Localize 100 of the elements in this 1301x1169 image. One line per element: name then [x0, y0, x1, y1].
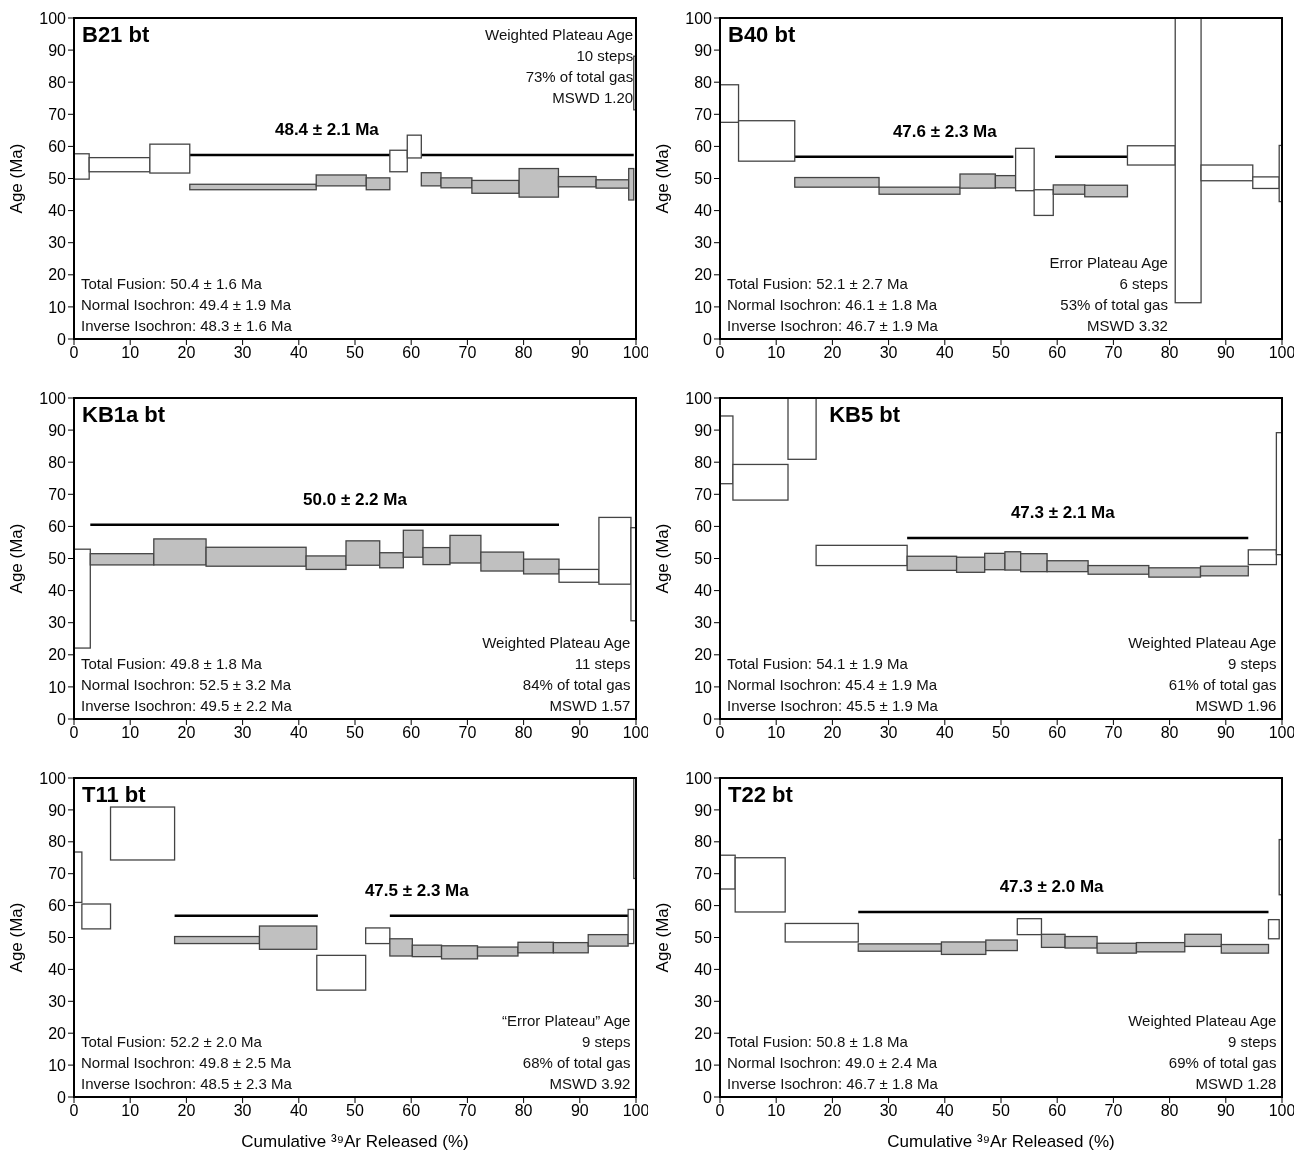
annotation: Total Fusion: 52.2 ± 2.0 Ma [81, 1032, 263, 1052]
y-tick-label: 50 [48, 550, 67, 568]
annotation: Inverse Isochron: 48.5 ± 2.3 Ma [81, 1074, 292, 1094]
x-tick-label: 40 [935, 724, 954, 742]
annotation: Inverse Isochron: 49.5 ± 2.2 Ma [81, 696, 292, 716]
annotation: Total Fusion: 50.8 ± 1.8 Ma [727, 1032, 909, 1052]
y-tick-label: 10 [48, 678, 67, 696]
annotation: MSWD 1.96 [1194, 696, 1277, 716]
y-tick-label: 80 [694, 453, 713, 471]
x-tick-label: 0 [69, 344, 79, 362]
y-tick-label: 60 [694, 518, 713, 536]
annotation: 47.3 ± 2.1 Ma [1010, 501, 1115, 524]
y-tick-label: 90 [48, 801, 67, 819]
annotation: Normal Isochron: 52.5 ± 3.2 Ma [81, 675, 292, 695]
x-tick-label: 30 [879, 724, 898, 742]
y-tick-label: 50 [694, 929, 713, 947]
y-tick-label: 20 [694, 266, 713, 284]
x-tick-label: 100 [1268, 1102, 1296, 1120]
x-tick-label: 80 [514, 724, 533, 742]
y-tick-label: 10 [694, 678, 713, 696]
y-tick-label: 70 [48, 485, 67, 503]
x-tick-label: 0 [715, 344, 725, 362]
x-tick-label: 70 [1104, 344, 1123, 362]
y-axis-title: Age (Ma) [653, 523, 673, 594]
x-tick-label: 70 [1104, 724, 1123, 742]
x-tick-label: 50 [992, 344, 1010, 362]
annotation: “Error Plateau” Age [501, 1011, 631, 1031]
y-tick-label: 60 [694, 897, 713, 915]
y-tick-label: 10 [48, 1056, 67, 1074]
x-tick-label: 50 [346, 344, 364, 362]
chart-title: KB1a bt [82, 402, 166, 428]
y-tick-label: 30 [694, 614, 713, 632]
x-tick-label: 60 [402, 344, 421, 362]
x-tick-label: 0 [69, 1102, 79, 1120]
x-tick-label: 100 [1268, 724, 1296, 742]
annotation: 61% of total gas [1167, 675, 1277, 695]
annotation: 73% of total gas [524, 67, 634, 87]
x-tick-label: 60 [402, 724, 421, 742]
annotation: 9 steps [581, 1032, 631, 1052]
y-tick-label: 70 [694, 105, 713, 123]
annotation: 47.5 ± 2.3 Ma [364, 879, 469, 902]
y-tick-label: 40 [694, 582, 713, 600]
x-tick-label: 100 [622, 344, 650, 362]
annotation: Inverse Isochron: 46.7 ± 1.9 Ma [727, 316, 938, 336]
y-tick-label: 10 [694, 1056, 713, 1074]
annotation: Normal Isochron: 45.4 ± 1.9 Ma [727, 675, 938, 695]
y-axis-title: Age (Ma) [653, 902, 673, 973]
annotation: 53% of total gas [1059, 295, 1168, 315]
annotation: Weighted Plateau Age [1128, 1011, 1277, 1031]
annotation: 68% of total gas [521, 1053, 631, 1073]
x-tick-label: 70 [458, 1102, 477, 1120]
annotation: MSWD 3.92 [548, 1074, 631, 1094]
chart-title: B40 bt [728, 22, 796, 48]
annotation: 48.4 ± 2.1 Ma [274, 119, 379, 142]
x-tick-label: 10 [767, 724, 786, 742]
x-tick-label: 50 [992, 1102, 1010, 1120]
y-tick-label: 0 [57, 330, 67, 348]
y-tick-label: 100 [685, 9, 713, 27]
x-tick-label: 40 [935, 1102, 954, 1120]
x-tick-label: 30 [233, 1102, 252, 1120]
x-tick-label: 80 [1160, 724, 1179, 742]
annotation: MSWD 1.20 [551, 88, 634, 108]
y-tick-label: 30 [694, 992, 713, 1010]
y-tick-label: 90 [694, 41, 713, 59]
y-tick-label: 90 [48, 421, 67, 439]
y-tick-label: 20 [48, 646, 67, 664]
y-tick-label: 40 [694, 202, 713, 220]
y-tick-label: 70 [48, 105, 67, 123]
x-tick-label: 50 [346, 724, 364, 742]
x-tick-label: 50 [346, 1102, 364, 1120]
x-tick-label: 80 [1160, 1102, 1179, 1120]
x-tick-label: 100 [1268, 344, 1296, 362]
y-tick-label: 40 [48, 202, 67, 220]
x-tick-label: 40 [935, 344, 954, 362]
x-tick-label: 70 [458, 724, 477, 742]
y-tick-label: 0 [703, 330, 713, 348]
annotation: 69% of total gas [1167, 1053, 1277, 1073]
annotation: 47.3 ± 2.0 Ma [999, 875, 1104, 898]
y-tick-label: 10 [48, 298, 67, 316]
x-tick-label: 90 [1216, 344, 1235, 362]
y-tick-label: 0 [57, 1088, 67, 1106]
x-tick-label: 20 [177, 344, 196, 362]
x-tick-label: 30 [233, 724, 252, 742]
x-tick-label: 20 [823, 344, 842, 362]
y-tick-label: 90 [48, 41, 67, 59]
y-tick-label: 100 [685, 769, 713, 787]
x-tick-label: 0 [715, 724, 725, 742]
x-tick-label: 80 [1160, 344, 1179, 362]
y-tick-label: 80 [48, 833, 67, 851]
y-tick-label: 100 [685, 389, 713, 407]
annotation: Error Plateau Age [1049, 253, 1168, 273]
y-tick-label: 60 [694, 138, 713, 156]
annotation: Normal Isochron: 49.8 ± 2.5 Ma [81, 1053, 292, 1073]
x-tick-label: 80 [514, 1102, 533, 1120]
annotation: Weighted Plateau Age [1128, 633, 1277, 653]
x-axis-title: Cumulative ³⁹Ar Released (%) [887, 1132, 1115, 1151]
y-tick-label: 30 [694, 234, 713, 252]
annotation: 50.0 ± 2.2 Ma [303, 488, 407, 511]
annotation: MSWD 3.32 [1086, 316, 1168, 336]
chart-title: T11 bt [82, 782, 146, 808]
